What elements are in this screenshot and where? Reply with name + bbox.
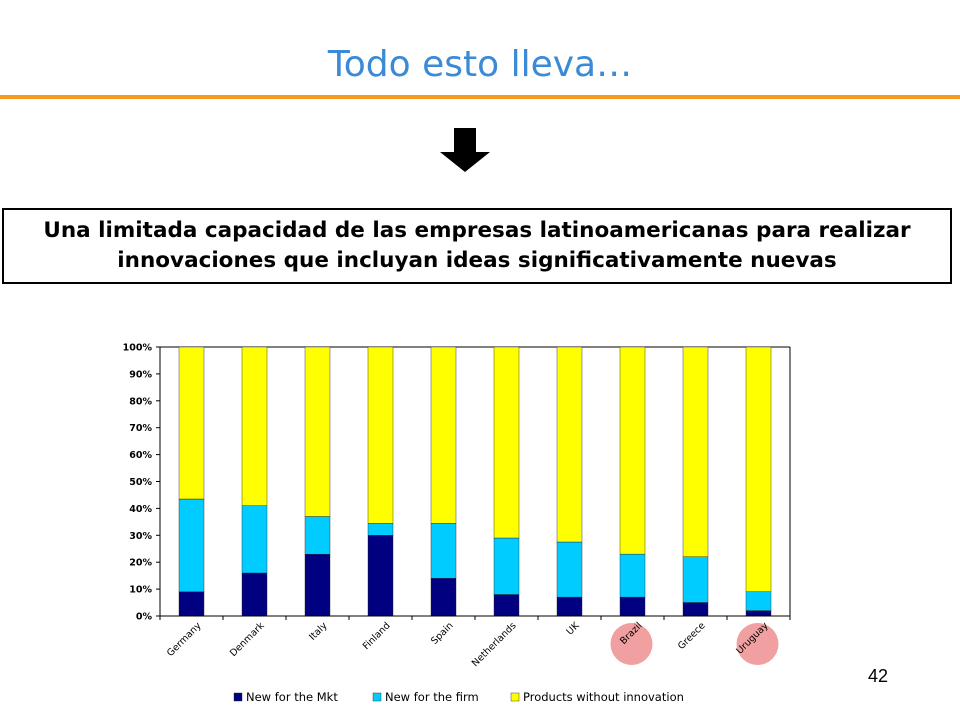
bar-uruguay-series-2 xyxy=(745,591,772,611)
legend-swatch xyxy=(372,692,382,702)
bar-brazil-series-2 xyxy=(619,553,646,598)
legend-label: New for the firm xyxy=(385,690,479,704)
legend-label: New for the Mkt xyxy=(246,690,338,704)
bar-finland-series-3 xyxy=(367,346,394,524)
bar-germany-series-1 xyxy=(178,591,205,617)
x-tick-label: Finland xyxy=(361,620,393,652)
x-tick-label: Denmark xyxy=(228,620,267,659)
highlight-circle-brazil xyxy=(610,623,653,665)
callout-line-1: Una limitada capacidad de las empresas l… xyxy=(43,218,911,243)
x-tick-label: Netherlands xyxy=(470,620,519,669)
bar-denmark-series-3 xyxy=(241,346,268,506)
bar-germany-series-2 xyxy=(178,498,205,593)
bar-spain-series-2 xyxy=(430,523,457,579)
bar-finland-series-2 xyxy=(367,523,394,536)
bar-spain-series-1 xyxy=(430,578,457,617)
y-tick-label: 30% xyxy=(129,531,152,542)
bar-brazil-series-1 xyxy=(619,597,646,617)
bar-uruguay-series-3 xyxy=(745,346,772,593)
bar-greece-series-3 xyxy=(682,346,709,558)
bar-finland-series-1 xyxy=(367,535,394,617)
bar-greece-series-2 xyxy=(682,556,709,603)
bar-italy-series-2 xyxy=(304,516,331,555)
bar-uk-series-3 xyxy=(556,346,583,543)
page-number: 42 xyxy=(868,666,889,686)
bar-italy-series-3 xyxy=(304,346,331,517)
bar-greece-series-1 xyxy=(682,602,709,617)
highlight-circle-uruguay xyxy=(736,623,779,665)
y-tick-label: 60% xyxy=(129,450,152,461)
conclusion-callout: Una limitada capacidad de las empresas l… xyxy=(2,208,952,284)
slide-title: Todo esto lleva… xyxy=(327,44,633,85)
x-tick-label: Germany xyxy=(165,620,204,659)
y-tick-label: 70% xyxy=(129,423,152,434)
bar-italy-series-1 xyxy=(304,553,331,617)
y-tick-label: 50% xyxy=(129,477,152,488)
legend-label: Products without innovation xyxy=(523,690,684,704)
bar-uk-series-1 xyxy=(556,597,583,617)
y-tick-label: 80% xyxy=(129,396,152,407)
y-tick-label: 100% xyxy=(123,343,153,354)
legend-swatch xyxy=(510,692,520,702)
y-tick-label: 90% xyxy=(129,369,152,380)
y-tick-label: 20% xyxy=(129,558,152,569)
y-tick-label: 10% xyxy=(129,585,152,596)
down-arrow-icon xyxy=(440,128,490,172)
bar-netherlands-series-3 xyxy=(493,346,520,539)
bar-denmark-series-2 xyxy=(241,505,268,574)
x-tick-label: Spain xyxy=(429,620,456,647)
bar-netherlands-series-2 xyxy=(493,537,520,595)
bar-brazil-series-3 xyxy=(619,346,646,555)
y-tick-label: 40% xyxy=(129,504,152,515)
y-tick-label: 0% xyxy=(136,612,153,623)
title-divider xyxy=(0,95,960,99)
callout-line-2: innovaciones que incluyan ideas signific… xyxy=(117,248,837,273)
bar-denmark-series-1 xyxy=(241,572,268,617)
bar-spain-series-3 xyxy=(430,346,457,524)
bar-netherlands-series-1 xyxy=(493,594,520,617)
x-tick-label: UK xyxy=(565,620,583,638)
bar-uruguay-series-1 xyxy=(745,610,772,617)
legend-swatch xyxy=(233,692,243,702)
bar-germany-series-3 xyxy=(178,346,205,500)
x-tick-label: Greece xyxy=(676,620,708,652)
bar-uk-series-2 xyxy=(556,541,583,598)
x-tick-label: Italy xyxy=(307,620,330,643)
